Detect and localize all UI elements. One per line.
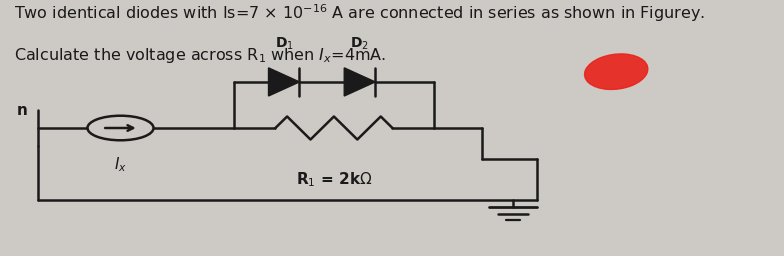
Text: R$_1$ = 2k$\Omega$: R$_1$ = 2k$\Omega$: [296, 170, 372, 189]
Polygon shape: [268, 68, 299, 96]
Text: D$_2$: D$_2$: [350, 36, 369, 52]
Text: Two identical diodes with Is=7 $\times$ 10$^{-16}$ A are connected in series as : Two identical diodes with Is=7 $\times$ …: [14, 3, 705, 24]
Ellipse shape: [585, 54, 648, 89]
Text: n: n: [16, 103, 27, 118]
Text: D$_1$: D$_1$: [274, 36, 293, 52]
Text: $I_x$: $I_x$: [114, 156, 127, 174]
Polygon shape: [344, 68, 376, 96]
Text: Calculate the voltage across R$_1$ when $I_x$=4mA.: Calculate the voltage across R$_1$ when …: [14, 46, 386, 65]
